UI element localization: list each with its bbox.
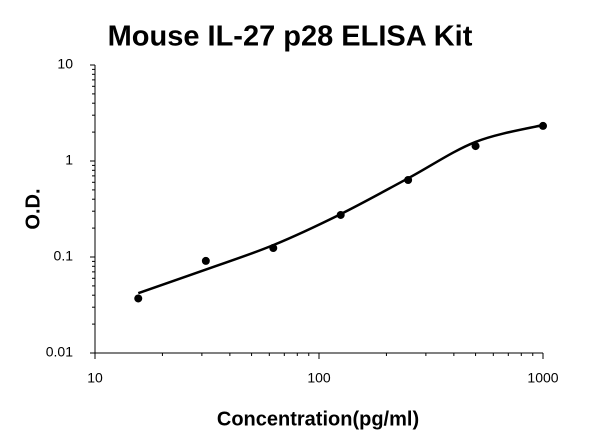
- y-tick-label: 10: [57, 56, 73, 72]
- fit-curve: [137, 123, 544, 295]
- x-axis-label: Concentration(pg/ml): [217, 408, 419, 430]
- x-tick-label: 1000: [527, 370, 558, 386]
- y-tick-label: 0.1: [54, 248, 74, 264]
- x-tick-label: 100: [307, 370, 331, 386]
- y-tick-label: 1: [65, 152, 73, 168]
- y-tick-label: 0.01: [46, 344, 73, 360]
- chart-title: Mouse IL-27 p28 ELISA Kit: [108, 21, 473, 53]
- y-axis-label: O.D.: [22, 188, 44, 229]
- x-tick-label: 10: [87, 370, 103, 386]
- data-point: [201, 256, 210, 265]
- data-point: [134, 294, 143, 303]
